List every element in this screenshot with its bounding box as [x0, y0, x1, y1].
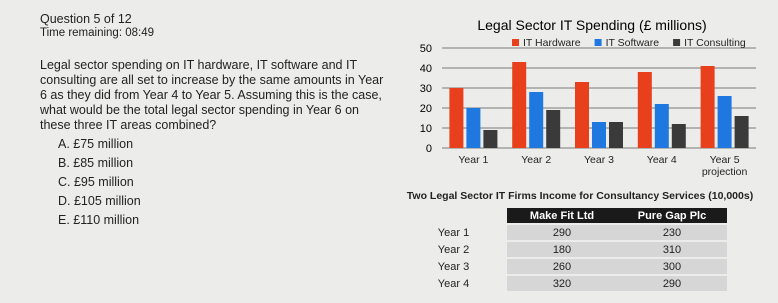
x-tick-label: Year 4 [646, 154, 677, 166]
option: E. £110 million [58, 213, 140, 227]
table-cell: 230 [617, 225, 727, 240]
y-tick-label: 20 [420, 103, 432, 115]
x-tick-label: Year 1 [458, 154, 489, 166]
table-row: Year 3 260 300 [400, 259, 727, 274]
x-tick-label: Year 5 projection [701, 154, 748, 178]
table-cell: 310 [617, 242, 727, 257]
table-header-row: Make Fit Ltd Pure Gap Plc [400, 208, 727, 223]
table-cell: Year 4 [437, 277, 470, 290]
table-row: Year 1 290 230 [400, 225, 727, 240]
table-cell: Year 2 [437, 243, 470, 256]
table-cell: Year 1 [437, 226, 470, 239]
legend-label: IT Hardware [523, 37, 581, 49]
table-cell: 300 [617, 259, 727, 274]
table-row: Year 2 180 310 [400, 242, 727, 257]
header-spacer [400, 208, 507, 223]
chart-title: Legal Sector IT Spending (£ millions) [477, 17, 706, 33]
legend-label: IT Software [606, 37, 660, 49]
bar [654, 104, 669, 148]
bar [529, 92, 544, 148]
legend-swatch [673, 39, 681, 46]
bar [592, 122, 606, 148]
column-header: Pure Gap Plc [617, 208, 727, 223]
y-tick-label: 50 [420, 43, 432, 55]
bar [483, 130, 498, 148]
table-title: Two Legal Sector IT Firms Income for Con… [406, 190, 754, 202]
table-cell: 320 [507, 276, 617, 291]
bar [671, 124, 686, 148]
legend-swatch [512, 39, 519, 46]
table-cell: 180 [507, 242, 617, 257]
table-cell: Year 3 [437, 260, 470, 273]
data-table: Make Fit Ltd Pure Gap Plc Year 1 290 230 Year… [400, 206, 727, 293]
y-tick-label: 0 [426, 143, 432, 155]
question-text: Legal sector spending on IT hardware, IT… [40, 58, 384, 132]
option: D. £105 million [58, 194, 141, 208]
bar [700, 66, 715, 148]
bar [734, 116, 749, 148]
y-tick-label: 40 [420, 63, 432, 75]
x-tick-label: Year 3 [584, 154, 614, 166]
bar [546, 110, 561, 148]
question-number: Question 5 of 12 [40, 12, 132, 26]
timer: Time remaining: 08:49 [40, 27, 154, 39]
bar [466, 108, 481, 148]
bar [512, 62, 527, 148]
bar [609, 122, 623, 148]
table-cell: 290 [617, 276, 727, 291]
legend-swatch [594, 39, 602, 46]
legend-label: IT Consulting [684, 37, 746, 49]
column-header: Make Fit Ltd [507, 208, 617, 223]
y-tick-label: 10 [420, 123, 432, 135]
option: C. £95 million [58, 175, 134, 189]
bar [449, 88, 464, 148]
option: A. £75 million [58, 137, 134, 151]
bar [717, 96, 732, 148]
table-cell: 290 [507, 225, 617, 240]
table-row: Year 4 320 290 [400, 276, 727, 291]
option: B. £85 million [58, 156, 134, 170]
bar [575, 82, 589, 148]
bar [637, 72, 652, 148]
chart: Legal Sector IT Spending (£ millions) 0 1… [420, 17, 756, 155]
y-tick-label: 30 [420, 83, 432, 95]
table-cell: 260 [507, 259, 617, 274]
x-tick-label: Year 2 [521, 154, 552, 166]
